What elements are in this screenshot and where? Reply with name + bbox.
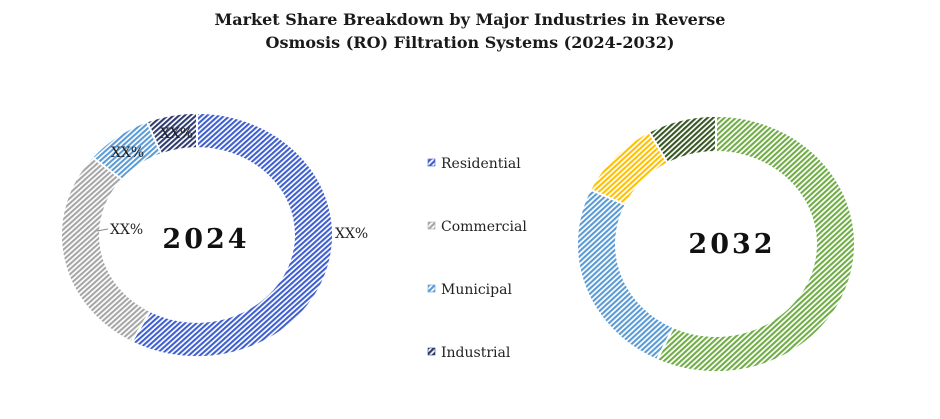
- data-label-residential: XX%: [335, 226, 368, 242]
- chart-title-line-2: Osmosis (RO) Filtration Systems (2024-20…: [266, 33, 675, 52]
- legend-label-industrial: Industrial: [441, 345, 511, 361]
- legend-swatch-residential: [427, 158, 436, 167]
- data-label-industrial: XX%: [160, 126, 193, 142]
- slice-2024-industrial: [145, 112, 198, 156]
- chart-title-line-1: Market Share Breakdown by Major Industri…: [215, 10, 726, 29]
- data-labels-2024: XX% XX% XX% XX%: [110, 126, 368, 242]
- legend-label-commercial: Commercial: [441, 219, 527, 235]
- legend-label-residential: Residential: [441, 156, 521, 172]
- leader-line-commercial: [96, 228, 109, 232]
- data-label-commercial: XX%: [110, 222, 143, 238]
- legend-swatch-commercial: [427, 221, 436, 230]
- center-label-2032: 2032: [688, 229, 775, 260]
- legend-swatch-municipal: [427, 284, 436, 293]
- donut-chart-2024: [60, 112, 334, 358]
- legend-label-municipal: Municipal: [441, 282, 512, 298]
- slice-2024-residential: [130, 112, 334, 358]
- slice-2032-slice-4: [647, 115, 717, 165]
- slice-2024-commercial: [60, 155, 152, 344]
- center-label-2024: 2024: [162, 224, 249, 255]
- data-label-municipal: XX%: [111, 145, 144, 161]
- donut-chart-2032: [576, 115, 856, 373]
- slice-2032-slice-2: [576, 188, 675, 362]
- legend: Residential Commercial Municipal Industrial: [427, 156, 527, 361]
- legend-swatch-industrial: [427, 347, 436, 356]
- slice-2032-slice-1: [655, 115, 856, 373]
